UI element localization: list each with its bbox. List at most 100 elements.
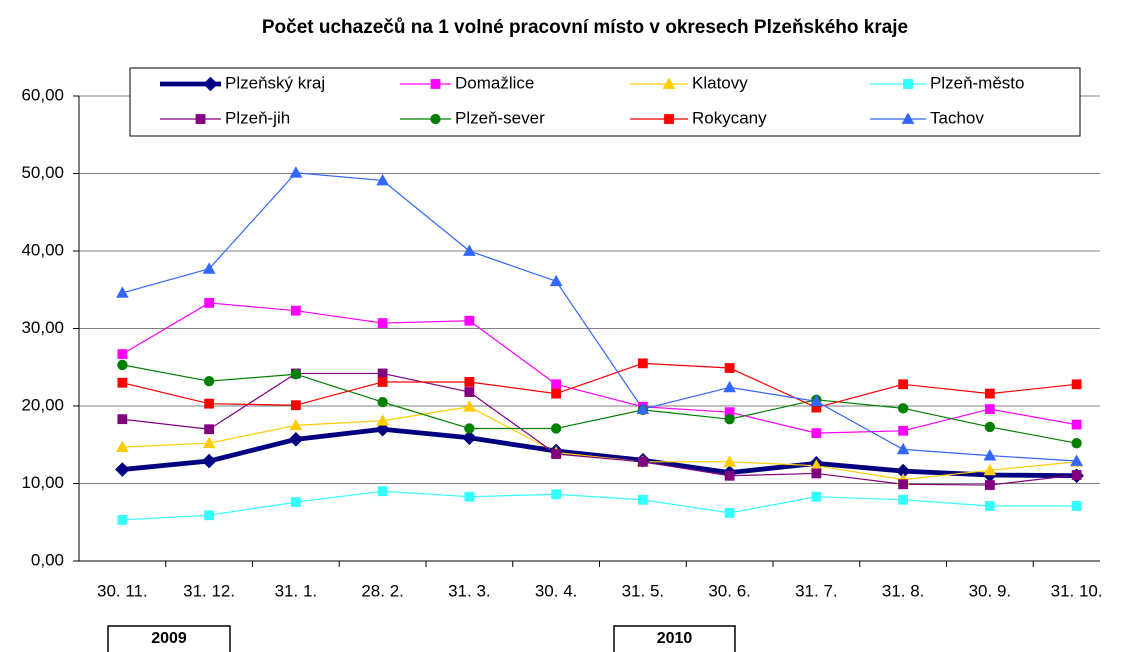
x-tick-label: 28. 2. xyxy=(361,581,404,600)
data-point xyxy=(375,421,390,437)
legend-marker xyxy=(664,114,674,124)
data-point xyxy=(463,400,476,412)
chart-title: Počet uchazečů na 1 volné pracovní místo… xyxy=(262,17,908,38)
legend-marker xyxy=(430,79,441,89)
data-point xyxy=(290,497,301,508)
series-line xyxy=(122,362,1077,409)
data-point xyxy=(203,376,215,387)
legend-marker xyxy=(662,77,676,89)
data-point xyxy=(1071,438,1082,449)
data-point xyxy=(550,423,562,434)
series-line xyxy=(122,490,1077,521)
legend-marker xyxy=(195,114,206,124)
data-point xyxy=(1071,419,1082,430)
data-point xyxy=(551,449,562,459)
data-point xyxy=(897,403,909,414)
y-tick-label: 40,00 xyxy=(21,240,64,259)
x-tick-label: 30. 11. xyxy=(97,581,148,600)
legend-label: Domažlice xyxy=(455,73,534,92)
legend-label: Plzeň-jih xyxy=(225,108,290,127)
legend-label: Plzeň-sever xyxy=(455,108,545,127)
x-tick-label: 30. 4. xyxy=(535,581,578,600)
data-point xyxy=(983,449,997,461)
data-point xyxy=(1071,470,1082,480)
data-point xyxy=(201,453,217,469)
data-point xyxy=(898,479,909,490)
data-point xyxy=(117,359,128,371)
data-point xyxy=(898,379,909,390)
data-point xyxy=(204,398,215,409)
data-point xyxy=(811,428,822,439)
legend-marker xyxy=(430,113,441,125)
data-point xyxy=(204,510,215,521)
data-point xyxy=(376,173,389,186)
data-point xyxy=(811,491,822,502)
data-point xyxy=(810,394,823,407)
series-line xyxy=(122,172,1077,462)
data-point xyxy=(984,388,995,399)
data-point xyxy=(116,440,129,452)
year-label: 2009 xyxy=(151,630,187,647)
data-point xyxy=(377,486,388,497)
data-point xyxy=(636,402,650,414)
data-point xyxy=(463,244,476,256)
data-point xyxy=(724,470,735,481)
data-point xyxy=(984,480,995,490)
series-line xyxy=(122,406,1077,481)
data-point xyxy=(464,423,475,434)
data-point xyxy=(464,315,475,326)
series-line xyxy=(122,364,1077,444)
data-point xyxy=(983,463,997,476)
year-box xyxy=(613,625,736,652)
series-line xyxy=(122,302,1077,434)
data-point xyxy=(984,421,996,433)
y-tick-label: 10,00 xyxy=(21,473,64,492)
y-tick-label: 30,00 xyxy=(21,318,64,337)
data-point xyxy=(551,379,562,390)
data-point xyxy=(723,455,736,467)
data-point xyxy=(551,489,562,500)
legend-label: Tachov xyxy=(930,108,984,127)
data-point xyxy=(464,491,475,502)
data-point xyxy=(290,400,301,411)
data-point xyxy=(202,262,216,274)
data-point xyxy=(377,318,388,328)
data-point xyxy=(1071,501,1082,511)
data-point xyxy=(289,418,303,431)
data-point xyxy=(724,363,735,373)
data-point xyxy=(115,462,130,477)
legend-marker xyxy=(903,79,913,89)
data-point xyxy=(898,494,909,505)
data-point xyxy=(724,414,735,425)
data-point xyxy=(116,286,129,298)
year-label: 2010 xyxy=(657,630,693,647)
legend-marker xyxy=(901,112,915,124)
x-tick-label: 31. 1. xyxy=(275,581,318,600)
series-line xyxy=(122,426,1077,479)
data-point xyxy=(1070,454,1083,466)
data-point xyxy=(551,388,562,399)
data-point xyxy=(117,377,128,388)
data-point xyxy=(637,494,648,505)
data-point xyxy=(288,432,304,447)
y-tick-label: 60,00 xyxy=(21,85,64,104)
x-tick-label: 31. 3. xyxy=(448,581,491,600)
x-tick-label: 31. 7. xyxy=(795,581,838,600)
data-point xyxy=(811,468,822,479)
data-point xyxy=(984,404,995,415)
data-point xyxy=(896,442,910,455)
x-tick-label: 31. 12. xyxy=(183,581,235,600)
y-tick-label: 0,00 xyxy=(31,550,64,569)
legend-label: Klatovy xyxy=(692,73,748,92)
x-tick-label: 31. 8. xyxy=(882,581,925,600)
data-point xyxy=(464,387,475,397)
data-point xyxy=(898,425,909,436)
data-point xyxy=(723,380,736,393)
data-point xyxy=(377,396,388,408)
data-point xyxy=(376,414,389,426)
data-point xyxy=(202,436,216,449)
legend-label: Plzeň-město xyxy=(930,73,1024,92)
data-point xyxy=(637,456,648,467)
legend-label: Plzeňský kraj xyxy=(225,73,325,92)
